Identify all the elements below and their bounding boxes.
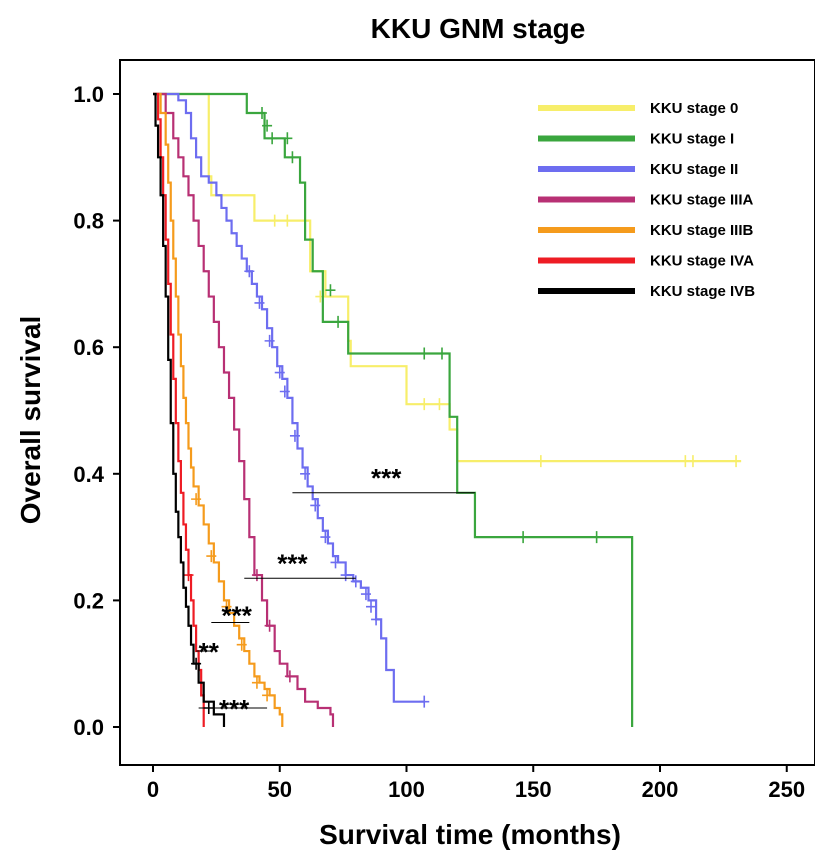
x-axis-title: Survival time (months): [319, 819, 621, 850]
series-line-kku-stage-ivb: [153, 92, 226, 727]
x-tick-label: 200: [642, 777, 679, 802]
censor-mark: [267, 132, 278, 145]
censor-mark: [284, 670, 295, 683]
significance-label: ***: [371, 463, 402, 493]
series-line-kku-stage-0: [153, 92, 742, 463]
censor-mark: [731, 455, 742, 468]
y-tick-label: 0.2: [73, 588, 104, 613]
legend-label: KKU stage IVA: [650, 253, 754, 270]
censor-mark: [262, 119, 273, 132]
plot-frame: [119, 59, 815, 766]
censor-mark: [310, 499, 321, 512]
legend-label: KKU stage II: [650, 161, 738, 178]
censor-mark: [366, 600, 377, 613]
y-axis-title: Overall survival: [15, 316, 46, 525]
censor-mark: [289, 429, 300, 442]
censor-mark: [262, 689, 273, 702]
censor-mark: [333, 315, 344, 328]
legend-label: KKU stage 0: [650, 100, 738, 117]
y-tick-label: 0.4: [73, 462, 104, 487]
legend: KKU stage 0 KKU stage I KKU stage II KKU st…: [538, 100, 755, 300]
x-tick-label: 150: [515, 777, 552, 802]
censor-mark: [282, 132, 293, 145]
censor-mark: [264, 334, 275, 347]
y-tick-label: 0.6: [73, 335, 104, 360]
significance-label: ***: [277, 548, 308, 578]
censor-mark: [687, 455, 698, 468]
legend-label: KKU stage IVB: [650, 283, 755, 300]
censor-mark: [274, 366, 285, 379]
censor-mark: [340, 569, 351, 582]
censor-mark: [264, 619, 275, 632]
significance-label: **: [199, 637, 220, 667]
censor-mark: [320, 531, 331, 544]
x-tick-label: 250: [768, 777, 805, 802]
censor-mark: [535, 455, 546, 468]
significance-label: ***: [219, 694, 250, 724]
series-line-kku-stage-i: [153, 92, 634, 727]
censor-mark: [183, 569, 194, 582]
legend-label: KKU stage IIIA: [650, 192, 754, 209]
censor-mark: [251, 569, 262, 582]
series-line-kku-stage-iiib: [153, 92, 284, 727]
censor-mark: [244, 265, 255, 278]
censor-mark: [350, 575, 361, 588]
y-tick-label: 1.0: [73, 82, 104, 107]
significance-label: ***: [221, 600, 252, 630]
plot-area: [153, 92, 742, 727]
chart-title: KKU GNM stage: [371, 13, 586, 44]
censor-mark: [282, 214, 293, 227]
x-tick-label: 0: [147, 777, 159, 802]
censor-mark: [300, 467, 311, 480]
axis-ticks: 0 50 100 150 200 250 0.0 0.2 0.4 0.6 0.8 1.0: [73, 82, 805, 802]
censor-mark: [371, 613, 382, 626]
censor-mark: [330, 556, 341, 569]
y-tick-label: 0.8: [73, 209, 104, 234]
significance-annotations: **************: [196, 463, 475, 724]
censor-mark: [325, 284, 336, 297]
censor-mark: [591, 531, 602, 544]
censor-mark: [254, 296, 265, 309]
censor-mark: [419, 347, 430, 360]
legend-label: KKU stage I: [650, 131, 734, 148]
censor-mark: [269, 214, 280, 227]
censor-mark: [419, 398, 430, 411]
censor-mark: [360, 588, 371, 601]
censor-mark: [257, 106, 268, 119]
x-tick-label: 100: [388, 777, 425, 802]
censor-mark: [191, 657, 202, 670]
censor-mark: [287, 151, 298, 164]
y-tick-label: 0.0: [73, 715, 104, 740]
censor-mark: [419, 695, 430, 708]
censor-mark: [436, 347, 447, 360]
censor-mark: [434, 398, 445, 411]
censor-mark: [191, 493, 202, 506]
censor-mark: [251, 676, 262, 689]
censor-mark: [236, 638, 247, 651]
censor-mark: [206, 550, 217, 563]
censor-mark: [518, 531, 529, 544]
x-tick-label: 50: [268, 777, 292, 802]
censor-mark: [279, 385, 290, 398]
legend-label: KKU stage IIIB: [650, 222, 754, 239]
censor-mark: [221, 600, 232, 613]
